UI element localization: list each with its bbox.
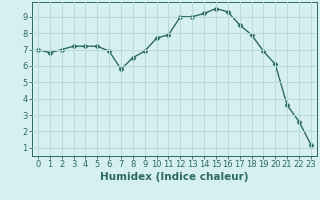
X-axis label: Humidex (Indice chaleur): Humidex (Indice chaleur) [100, 172, 249, 182]
